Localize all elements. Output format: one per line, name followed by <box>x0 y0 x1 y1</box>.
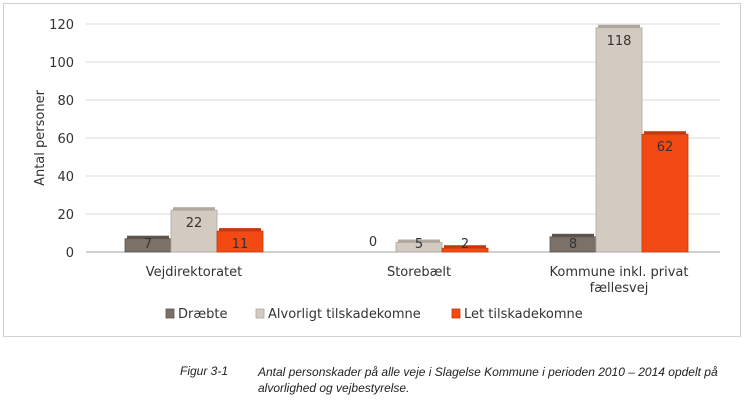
data-label: 7 <box>144 237 152 252</box>
bar-bevel <box>127 235 169 239</box>
bar <box>216 230 264 253</box>
caption-text: Antal personskader på alle veje i Slagel… <box>258 365 718 395</box>
legend-swatch <box>165 308 175 319</box>
caption-number: Figur 3-1 <box>180 364 229 378</box>
legend-swatch <box>451 308 461 319</box>
y-tick-label: 0 <box>66 246 74 261</box>
bar-bevel <box>219 228 261 232</box>
y-axis-label: Antal personer <box>33 89 48 185</box>
chart-frame: 0 20 40 60 80 100 120 Antal personer 7 22 11 Vejdir… <box>3 3 741 337</box>
bar <box>641 133 689 253</box>
bar-bevel <box>173 207 215 211</box>
bar-bevel <box>552 233 594 237</box>
category-label: Kommune inkl. privat <box>550 265 689 280</box>
bar <box>441 247 489 253</box>
data-label: 8 <box>569 237 577 252</box>
y-tick-label: 80 <box>57 94 74 109</box>
data-label: 118 <box>607 34 632 49</box>
legend-label: Let tilskadekomne <box>464 307 583 322</box>
bar <box>595 27 643 253</box>
legend-label: Dræbte <box>178 307 227 322</box>
y-tick-label: 20 <box>57 208 74 223</box>
bar-bevel <box>444 245 486 249</box>
data-label: 5 <box>415 237 423 252</box>
y-tick-label: 60 <box>57 132 74 147</box>
legend-swatch <box>255 308 265 319</box>
bar <box>395 242 443 253</box>
y-tick-label: 100 <box>49 56 74 71</box>
data-label: 22 <box>186 216 203 231</box>
y-tick-label: 40 <box>57 170 74 185</box>
legend-label: Alvorligt tilskadekomne <box>268 307 421 322</box>
bar-bevel <box>398 239 440 243</box>
category-label: Vejdirektoratet <box>146 265 243 280</box>
y-tick-label: 120 <box>49 18 74 33</box>
data-label: 0 <box>369 235 377 250</box>
data-label: 11 <box>232 237 249 252</box>
bar-bevel <box>598 24 640 28</box>
data-label: 62 <box>657 140 674 155</box>
data-label: 2 <box>461 237 469 252</box>
category-label: fællesvej <box>590 281 649 296</box>
bar-bevel <box>644 131 686 135</box>
category-label: Storebælt <box>387 265 451 280</box>
